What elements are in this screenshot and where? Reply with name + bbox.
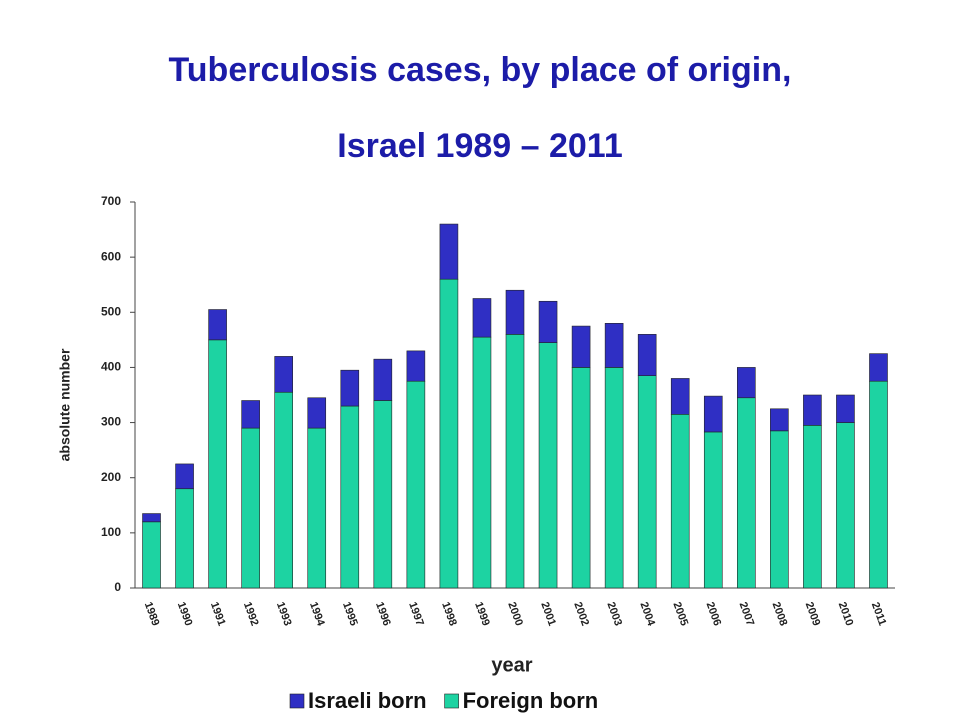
x-axis-label: year bbox=[491, 654, 532, 676]
bar-segment bbox=[803, 425, 822, 589]
chart-title: Tuberculosis cases, by place of origin, bbox=[169, 51, 792, 89]
bar-segment bbox=[869, 380, 888, 589]
bar-segment bbox=[307, 427, 327, 589]
bar-segment bbox=[538, 300, 558, 343]
y-tick-label: 300 bbox=[101, 415, 121, 429]
bar-segment bbox=[241, 400, 260, 429]
bar-segment bbox=[340, 369, 360, 407]
y-tick-label: 0 bbox=[114, 580, 121, 594]
x-tick-label: 2007 bbox=[737, 600, 757, 627]
bar-segment bbox=[373, 400, 393, 589]
x-tick-label: 1992 bbox=[241, 600, 261, 627]
bar-segment bbox=[703, 431, 723, 589]
bar-segment bbox=[836, 394, 855, 423]
x-tick-label: 1994 bbox=[307, 600, 327, 628]
bar-segment bbox=[175, 463, 194, 490]
legend-swatch bbox=[289, 693, 305, 709]
bar-segment bbox=[208, 309, 227, 341]
x-tick-label: 2001 bbox=[538, 600, 558, 627]
bar-segment bbox=[472, 298, 492, 338]
x-tick-label: 2000 bbox=[505, 600, 525, 627]
y-tick-label: 200 bbox=[101, 470, 121, 484]
legend-label: Foreign born bbox=[463, 688, 599, 713]
bar-segment bbox=[142, 513, 161, 523]
bar-segment bbox=[604, 367, 624, 589]
x-tick-label: 2006 bbox=[704, 600, 724, 627]
bar-segment bbox=[340, 405, 360, 589]
x-tick-label: 2003 bbox=[604, 600, 624, 627]
y-axis-label: absolute number bbox=[57, 348, 73, 461]
bar-segment bbox=[505, 334, 525, 589]
x-tick-label: 2008 bbox=[770, 600, 790, 627]
x-tick-label: 2002 bbox=[571, 600, 591, 627]
bar-segment bbox=[472, 336, 492, 589]
y-tick-label: 500 bbox=[101, 304, 121, 318]
bar-segment bbox=[274, 391, 293, 589]
x-tick-label: 1998 bbox=[439, 600, 459, 627]
bar-segment bbox=[670, 378, 690, 415]
bar-segment bbox=[142, 521, 161, 589]
chart-title: Israel 1989 – 2011 bbox=[337, 127, 623, 165]
x-tick-label: 1999 bbox=[472, 600, 492, 627]
x-tick-label: 2011 bbox=[869, 601, 888, 628]
x-tick-label: 1991 bbox=[208, 600, 228, 627]
bar-segment bbox=[869, 353, 888, 382]
x-tick-label: 1997 bbox=[406, 600, 426, 627]
bar-segment bbox=[637, 334, 657, 377]
bar-segment bbox=[406, 380, 426, 589]
bar-segment bbox=[637, 375, 657, 589]
x-tick-label: 2009 bbox=[803, 600, 823, 627]
y-tick-label: 100 bbox=[101, 525, 121, 539]
y-tick-label: 700 bbox=[101, 194, 121, 208]
bar-segment bbox=[571, 325, 591, 368]
x-tick-label: 1989 bbox=[142, 600, 162, 627]
bar-segment bbox=[703, 395, 723, 433]
y-tick-label: 400 bbox=[101, 360, 121, 374]
bar-segment bbox=[208, 339, 227, 589]
bar-segment bbox=[241, 427, 260, 589]
legend-swatch bbox=[444, 693, 459, 709]
bar-segment bbox=[571, 367, 591, 589]
bar-segment bbox=[836, 422, 855, 589]
x-tick-label: 1990 bbox=[175, 600, 195, 627]
bar-segment bbox=[439, 223, 459, 280]
y-tick-label: 600 bbox=[101, 249, 121, 263]
bar-segment bbox=[505, 289, 525, 335]
bar-segment bbox=[737, 397, 756, 589]
bar-segment bbox=[538, 342, 558, 589]
x-tick-label: 2005 bbox=[670, 600, 690, 627]
x-tick-label: 1993 bbox=[274, 600, 294, 627]
bar-segment bbox=[439, 278, 459, 589]
x-tick-label: 2004 bbox=[637, 600, 657, 628]
x-tick-label: 1996 bbox=[373, 600, 393, 627]
bar-segment bbox=[175, 488, 194, 589]
bar-segment bbox=[406, 350, 426, 382]
bar-segment bbox=[604, 323, 624, 368]
bar-segment bbox=[373, 358, 393, 401]
bar-segment bbox=[274, 356, 293, 393]
bar-segment bbox=[737, 367, 756, 399]
bar-segment bbox=[670, 413, 690, 589]
legend-label: Israeli born bbox=[308, 688, 427, 713]
bar-segment bbox=[770, 408, 789, 432]
x-tick-label: 2010 bbox=[836, 600, 856, 627]
bar-segment bbox=[803, 394, 822, 426]
bar-segment bbox=[770, 430, 789, 589]
x-tick-label: 1995 bbox=[340, 600, 360, 627]
bar-segment bbox=[307, 397, 327, 429]
